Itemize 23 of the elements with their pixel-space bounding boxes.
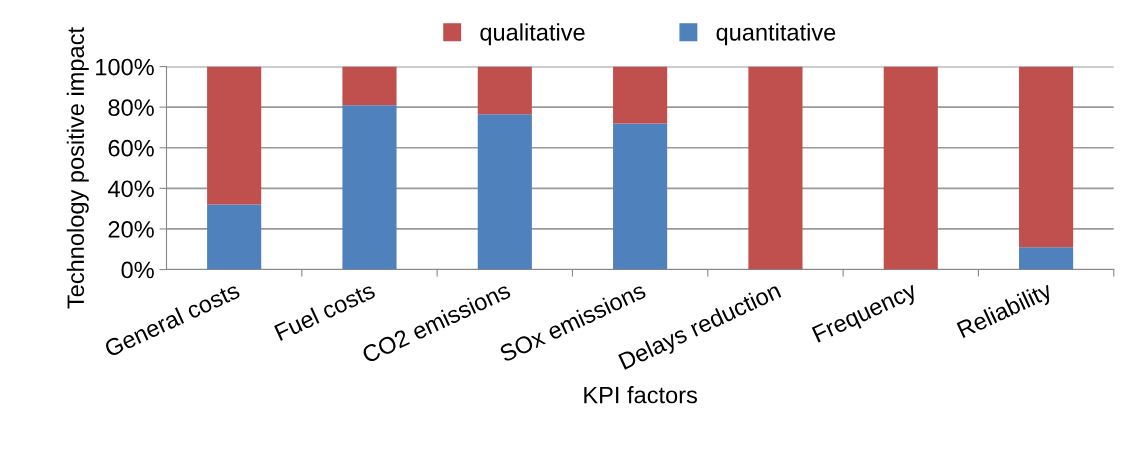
y-axis-title: Technology positive impact xyxy=(66,27,89,309)
legend-label: quantitative xyxy=(716,23,836,46)
bar xyxy=(883,66,938,270)
bar xyxy=(342,105,397,270)
bar xyxy=(477,66,532,115)
y-tick-label: 20% xyxy=(108,221,154,238)
bar xyxy=(1019,66,1074,248)
y-tick-label: 0% xyxy=(121,261,154,279)
x-axis-title: KPI factors xyxy=(584,386,698,404)
bar xyxy=(613,123,668,270)
bar xyxy=(342,66,397,106)
bar xyxy=(613,66,668,124)
y-tick-label: 40% xyxy=(107,180,154,198)
bar xyxy=(477,114,532,270)
bar xyxy=(748,66,803,270)
y-tick-label: 100% xyxy=(96,58,154,76)
y-tick-label: 60% xyxy=(108,139,154,157)
x-tick-label: Fuel costs xyxy=(273,281,377,342)
legend-label: qualitative xyxy=(480,23,585,46)
bar xyxy=(207,66,262,205)
bar xyxy=(207,204,262,270)
bar xyxy=(1019,247,1074,270)
y-tick-label: 80% xyxy=(108,99,154,116)
